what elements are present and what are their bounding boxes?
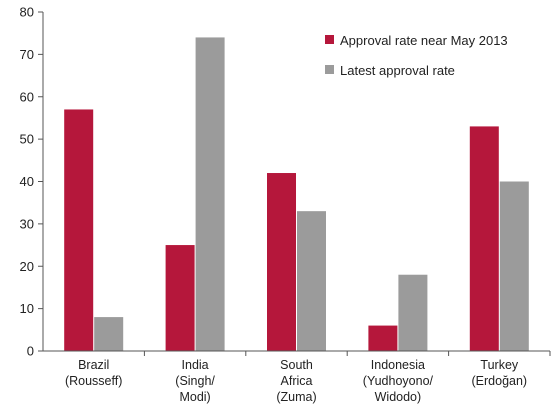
x-category-label: Indonesia [371, 358, 425, 372]
y-tick-label: 10 [20, 301, 34, 316]
x-axis: Brazil (Rousseff) India (Singh/Modi) South Af… [43, 350, 551, 404]
y-tick-label: 30 [20, 216, 34, 231]
x-category-label: India [182, 358, 209, 372]
y-tick-label: 40 [20, 174, 34, 189]
bar-latest [94, 317, 124, 351]
y-tick-label: 50 [20, 132, 34, 147]
x-category-label: Turkey [480, 358, 518, 372]
y-tick-label: 80 [20, 5, 34, 20]
bar-may-2013 [64, 109, 94, 352]
x-category-label: Widodo) [375, 390, 422, 404]
bar-may-2013 [165, 245, 195, 351]
y-tick-label: 20 [20, 259, 34, 274]
y-axis: 0 10 20 30 40 50 60 70 80 [20, 5, 44, 359]
y-tick-label: 0 [27, 344, 34, 359]
bar-may-2013 [469, 126, 499, 351]
x-category-label: Brazil [78, 358, 109, 372]
x-category-label: Modi) [179, 390, 210, 404]
legend-swatch [325, 35, 334, 44]
bar-latest [195, 37, 225, 352]
x-category-label: (Yudhoyono/ [363, 374, 434, 388]
x-category-label: (Erdoğan) [472, 374, 528, 388]
legend-label: Approval rate near May 2013 [340, 33, 508, 48]
bars [64, 37, 529, 352]
bar-latest [499, 181, 529, 351]
x-category-label: (Singh/ [175, 374, 215, 388]
bar-may-2013 [368, 325, 398, 351]
x-category-label: (Zuma) [276, 390, 316, 404]
x-category-label: South [280, 358, 313, 372]
legend-label: Latest approval rate [340, 63, 455, 78]
bar-latest [297, 211, 326, 351]
legend: Approval rate near May 2013 Latest approv… [325, 33, 508, 78]
y-tick-label: 70 [20, 47, 34, 62]
legend-swatch [325, 65, 334, 74]
y-tick-label: 60 [20, 89, 34, 104]
bar-latest [398, 274, 428, 351]
x-category-label: Africa [281, 374, 313, 388]
x-category-label: (Rousseff) [65, 374, 122, 388]
bar-may-2013 [267, 173, 296, 351]
